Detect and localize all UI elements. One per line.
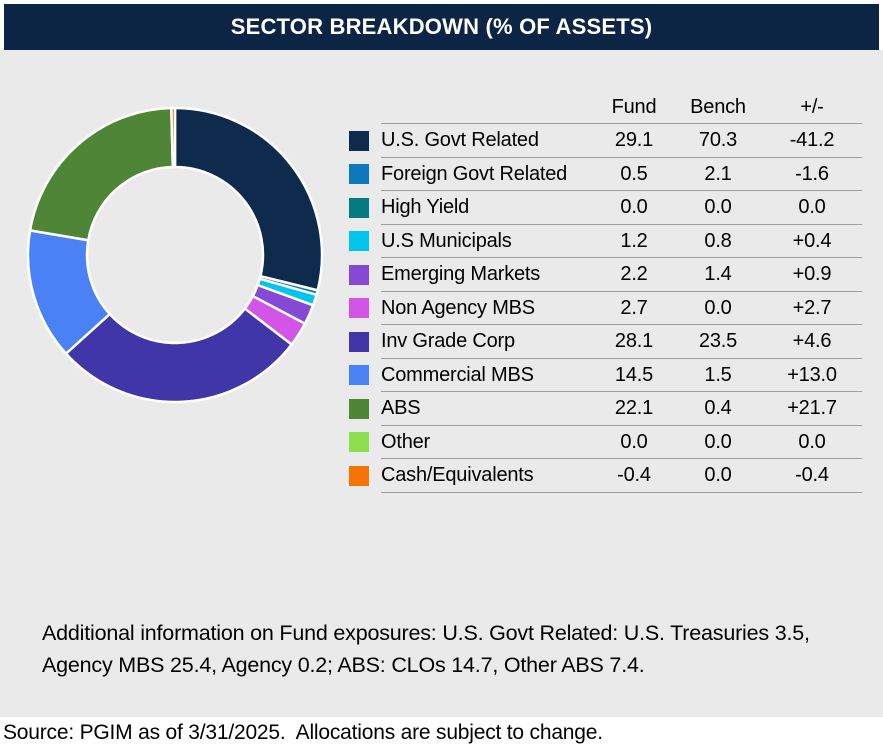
donut-slice-abs bbox=[28, 106, 175, 242]
source-note: Source: PGIM as of 3/31/2025. Allocation… bbox=[3, 721, 603, 744]
legend-swatch bbox=[349, 231, 369, 252]
additional-info: Additional information on Fund exposures… bbox=[42, 617, 810, 681]
fund-value: 1.2 bbox=[620, 229, 648, 252]
legend-swatch bbox=[349, 331, 369, 352]
bench-value: 0.0 bbox=[704, 196, 732, 219]
table-row: High Yield 0.0 0.0 0.0 bbox=[349, 191, 862, 225]
sector-label: Inv Grade Corp bbox=[381, 330, 515, 353]
diff-value: 0.0 bbox=[798, 430, 826, 453]
legend-swatch bbox=[349, 432, 369, 453]
diff-value: +2.7 bbox=[792, 296, 832, 319]
legend-swatch-cell bbox=[349, 432, 381, 453]
diff-value: -0.4 bbox=[795, 464, 829, 487]
panel-title: SECTOR BREAKDOWN (% OF ASSETS) bbox=[230, 14, 653, 39]
table-row: Foreign Govt Related 0.5 2.1 -1.6 bbox=[349, 158, 862, 192]
legend-swatch-cell bbox=[349, 231, 381, 252]
fund-value: 2.2 bbox=[620, 263, 648, 286]
diff-value: +21.7 bbox=[787, 397, 837, 420]
table-row: ABS 22.1 0.4 +21.7 bbox=[349, 392, 862, 426]
additional-info-line1: Additional information on Fund exposures… bbox=[42, 621, 810, 645]
column-header-fund: Fund bbox=[611, 96, 657, 118]
legend-swatch-cell bbox=[349, 365, 381, 386]
donut-slice-inv-grade-corp bbox=[64, 307, 293, 404]
fund-value: -0.4 bbox=[617, 464, 651, 487]
table-row: Emerging Markets 2.2 1.4 +0.9 bbox=[349, 258, 862, 292]
sector-label: Foreign Govt Related bbox=[381, 162, 568, 185]
legend-swatch bbox=[349, 398, 369, 419]
fund-value: 29.1 bbox=[614, 129, 654, 152]
bench-value: 2.1 bbox=[704, 162, 732, 185]
column-header-diff: +/- bbox=[800, 96, 824, 118]
fund-value: 28.1 bbox=[614, 330, 654, 353]
bench-value: 1.4 bbox=[704, 263, 732, 286]
bench-value: 23.5 bbox=[698, 330, 738, 353]
sector-label: Cash/Equivalents bbox=[381, 464, 534, 487]
table-row: U.S Municipals 1.2 0.8 +0.4 bbox=[349, 225, 862, 259]
sector-label: Non Agency MBS bbox=[381, 296, 535, 319]
sector-table: Fund Bench +/- U.S. Govt Related 29.1 70.3… bbox=[349, 91, 862, 493]
legend-swatch bbox=[349, 365, 369, 386]
bench-value: 0.0 bbox=[704, 430, 732, 453]
legend-swatch-cell bbox=[349, 164, 381, 185]
table-row: Non Agency MBS 2.7 0.0 +2.7 bbox=[349, 292, 862, 326]
legend-swatch-cell bbox=[349, 398, 381, 419]
fund-value: 22.1 bbox=[614, 397, 654, 420]
legend-swatch-cell bbox=[349, 264, 381, 285]
sector-label: U.S. Govt Related bbox=[381, 129, 539, 152]
legend-swatch-cell bbox=[349, 130, 381, 151]
diff-value: 0.0 bbox=[798, 196, 826, 219]
legend-swatch-cell bbox=[349, 331, 381, 352]
bench-value: 0.0 bbox=[704, 296, 732, 319]
fund-value: 14.5 bbox=[614, 363, 654, 386]
diff-value: +4.6 bbox=[792, 330, 832, 353]
legend-swatch bbox=[349, 164, 369, 185]
bench-value: 0.0 bbox=[704, 464, 732, 487]
sector-label: U.S Municipals bbox=[381, 229, 512, 252]
fund-value: 0.0 bbox=[620, 430, 648, 453]
chart-panel: Fund Bench +/- U.S. Govt Related 29.1 70.3… bbox=[0, 50, 883, 717]
sector-label: Commercial MBS bbox=[381, 363, 534, 386]
sector-label: High Yield bbox=[381, 196, 470, 219]
sector-table-rows: U.S. Govt Related 29.1 70.3 -41.2 Foreign Go… bbox=[349, 124, 862, 493]
legend-swatch bbox=[349, 264, 369, 285]
diff-value: +0.4 bbox=[792, 229, 832, 252]
table-row: Cash/Equivalents -0.4 0.0 -0.4 bbox=[349, 459, 862, 493]
table-row: Other 0.0 0.0 0.0 bbox=[349, 426, 862, 460]
bench-value: 1.5 bbox=[704, 363, 732, 386]
additional-info-line2: Agency MBS 25.4, Agency 0.2; ABS: CLOs 1… bbox=[42, 653, 645, 677]
table-row: U.S. Govt Related 29.1 70.3 -41.2 bbox=[349, 124, 862, 158]
legend-swatch-cell bbox=[349, 197, 381, 218]
table-header-row: Fund Bench +/- bbox=[349, 91, 862, 124]
column-header-bench: Bench bbox=[690, 96, 746, 118]
sector-label: Emerging Markets bbox=[381, 263, 541, 286]
bench-value: 70.3 bbox=[698, 129, 738, 152]
legend-swatch bbox=[349, 465, 369, 486]
donut-svg bbox=[26, 106, 324, 404]
sector-label: ABS bbox=[381, 397, 421, 420]
fund-value: 2.7 bbox=[620, 296, 648, 319]
fund-value: 0.0 bbox=[620, 196, 648, 219]
legend-swatch bbox=[349, 298, 369, 319]
diff-value: -1.6 bbox=[795, 162, 829, 185]
legend-swatch bbox=[349, 130, 369, 151]
bench-value: 0.4 bbox=[704, 397, 732, 420]
diff-value: +13.0 bbox=[787, 363, 837, 386]
bench-value: 0.8 bbox=[704, 229, 732, 252]
legend-swatch-cell bbox=[349, 298, 381, 319]
table-row: Commercial MBS 14.5 1.5 +13.0 bbox=[349, 359, 862, 393]
diff-value: +0.9 bbox=[792, 263, 832, 286]
table-row: Inv Grade Corp 28.1 23.5 +4.6 bbox=[349, 325, 862, 359]
legend-swatch-cell bbox=[349, 465, 381, 486]
donut-chart bbox=[25, 105, 325, 405]
donut-slice-cash-equivalents bbox=[170, 106, 177, 169]
sector-label: Other bbox=[381, 430, 431, 453]
panel-title-bar: SECTOR BREAKDOWN (% OF ASSETS) bbox=[4, 4, 879, 50]
legend-swatch bbox=[349, 197, 369, 218]
diff-value: -41.2 bbox=[789, 129, 835, 152]
donut-slice-u-s-govt-related bbox=[173, 106, 324, 292]
fund-value: 0.5 bbox=[620, 162, 648, 185]
